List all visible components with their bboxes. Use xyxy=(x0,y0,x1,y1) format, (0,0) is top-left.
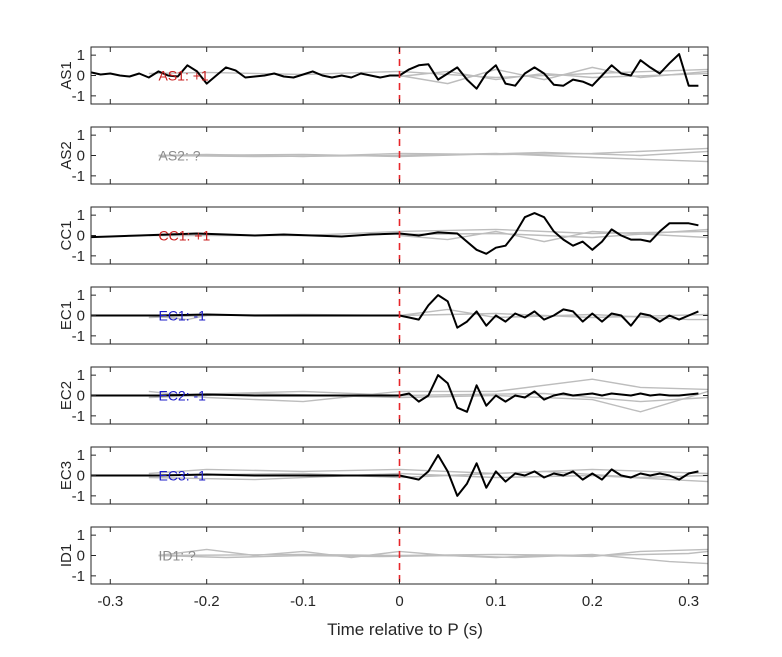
x-axis: -0.3 -0.2 -0.1 0 0.1 0.2 0.3 xyxy=(97,593,699,610)
y-tick-label: 1 xyxy=(77,287,85,304)
y-axis-label: AS1 xyxy=(58,61,75,89)
polarity-label: AS1: +1 xyxy=(158,68,208,84)
plot-area xyxy=(91,212,708,255)
background-trace xyxy=(158,553,708,565)
y-tick-label: 0 xyxy=(77,68,85,85)
polarity-label: EC3: -1 xyxy=(158,468,206,484)
x-axis-label: Time relative to P (s) xyxy=(327,620,483,639)
main-trace xyxy=(91,294,699,329)
polarity-label: AS2: ? xyxy=(158,148,200,164)
y-tick-label: 0 xyxy=(77,228,85,245)
y-axis-label: EC2 xyxy=(58,381,75,410)
x-tick-label: -0.3 xyxy=(97,593,123,610)
y-axis-label: AS2 xyxy=(58,141,75,169)
polarity-label: EC2: -1 xyxy=(158,388,206,404)
main-trace xyxy=(91,53,699,90)
background-trace xyxy=(399,228,708,239)
y-tick-label: -1 xyxy=(72,248,85,265)
y-tick-label: 0 xyxy=(77,148,85,165)
y-tick-label: -1 xyxy=(72,168,85,185)
x-tick-label: -0.1 xyxy=(290,593,316,610)
y-tick-label: 1 xyxy=(77,367,85,384)
plot-area xyxy=(158,147,708,163)
y-tick-label: 1 xyxy=(77,127,85,144)
y-axis-label: EC1 xyxy=(58,301,75,330)
x-tick-label: -0.2 xyxy=(194,593,220,610)
x-tick-label: 0 xyxy=(395,593,403,610)
y-tick-label: 1 xyxy=(77,527,85,544)
y-tick-label: -1 xyxy=(72,88,85,105)
background-trace xyxy=(148,390,708,403)
y-tick-label: 0 xyxy=(77,548,85,565)
plot-area xyxy=(91,374,708,413)
polarity-label: ID1: ? xyxy=(158,548,196,564)
y-tick-label: -1 xyxy=(72,568,85,585)
main-trace xyxy=(91,454,699,497)
background-trace xyxy=(399,66,708,85)
x-tick-label: 0.3 xyxy=(678,593,699,610)
y-axis-label: EC3 xyxy=(58,461,75,490)
y-tick-label: 1 xyxy=(77,207,85,224)
x-tick-label: 0.2 xyxy=(582,593,603,610)
background-trace xyxy=(158,550,708,557)
background-trace xyxy=(148,468,708,475)
y-tick-label: 1 xyxy=(77,47,85,64)
y-tick-label: -1 xyxy=(72,408,85,425)
y-tick-label: 1 xyxy=(77,447,85,464)
background-trace xyxy=(399,230,708,243)
main-trace xyxy=(91,212,699,255)
y-tick-label: 0 xyxy=(77,308,85,325)
background-trace xyxy=(399,70,708,81)
plot-area xyxy=(91,294,708,329)
polarity-label: EC1: -1 xyxy=(158,308,206,324)
plot-area xyxy=(158,548,708,565)
polarity-label: CC1: +1 xyxy=(158,228,210,244)
background-trace xyxy=(148,314,207,321)
x-tick-label: 0.1 xyxy=(485,593,506,610)
y-tick-label: 0 xyxy=(77,388,85,405)
y-tick-label: 0 xyxy=(77,468,85,485)
main-trace xyxy=(91,374,699,413)
background-trace xyxy=(148,378,708,403)
y-tick-label: -1 xyxy=(72,488,85,505)
y-tick-label: -1 xyxy=(72,328,85,345)
background-trace xyxy=(399,308,708,321)
y-axis-label: ID1 xyxy=(58,544,75,567)
background-trace xyxy=(158,150,708,158)
y-axis-label: CC1 xyxy=(58,220,75,250)
plot-area xyxy=(91,454,708,497)
